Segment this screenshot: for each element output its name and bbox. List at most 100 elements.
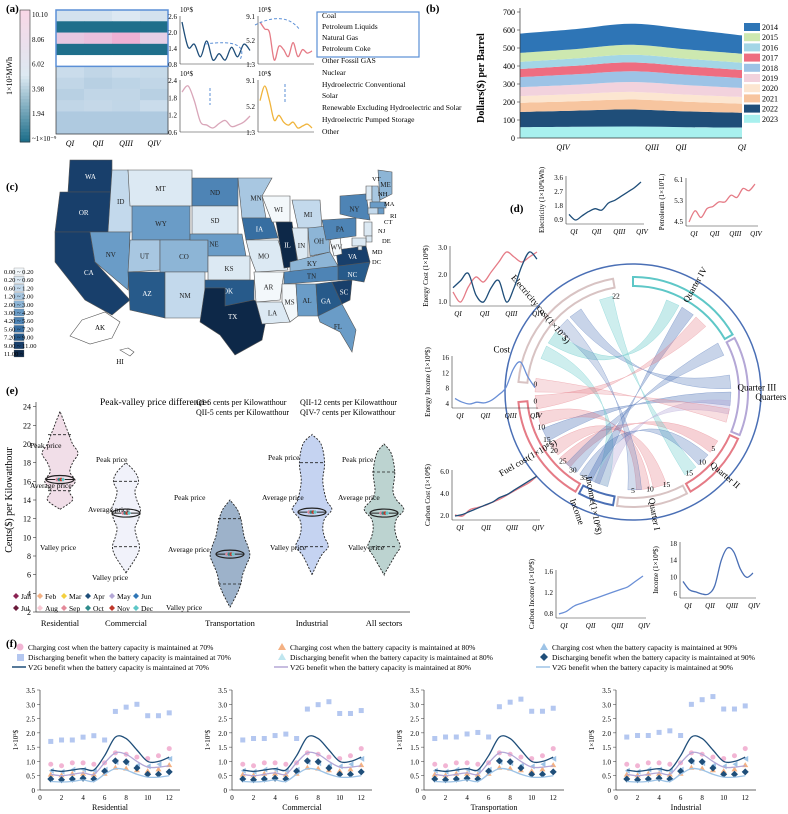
d-inset-xtick: QIV [748,602,760,610]
f-charge70 [635,763,641,769]
f-xtick: 12 [550,794,558,802]
f-discharge70 [102,737,108,743]
f-legend-label: Charging cost when the battery capacity … [290,643,475,652]
f-discharge70 [539,708,545,714]
map-legend-swatch [13,333,25,341]
heatmap-cell [140,21,169,33]
f-ytick: 0.5 [218,773,227,781]
f-discharge70 [645,733,651,738]
f-discharge90 [144,770,152,778]
colorbar-step [20,23,30,27]
colorbar-tick: 8.06 [32,36,45,44]
b-legend-swatch [744,53,760,62]
f-charge80 [431,771,438,777]
d-inset-ytick: 14 [670,557,678,565]
chord-tick: 30 [569,465,577,474]
heatmap-cell [140,10,169,22]
e-category: Transportation [205,618,255,628]
month-legend-marker [109,605,115,611]
state-HI [119,347,135,357]
chord-ribbon [547,299,680,361]
heatmap-row-label: Petroleum Coke [322,44,371,53]
f-discharge70 [304,706,310,712]
area-series-2021 [520,99,742,113]
b-xtick: QIV [556,143,570,152]
state-label-WY: WY [155,220,167,228]
d-inset-ytick: 2.0 [438,271,447,279]
d-inset-ytick: 2.0 [440,512,449,520]
area-series-2019 [520,82,742,97]
f-ytick: 0 [32,787,36,795]
f-discharge90 [346,770,354,778]
state-label-NC: NC [348,271,358,279]
colorbar-tick: 6.02 [32,61,45,69]
f-legend-label: Discharging benefit when the battery cap… [552,653,755,662]
f-charge80 [239,771,246,777]
e-ytick: 8 [27,552,31,561]
f-xtick: 4 [657,794,661,802]
f-discharge70 [635,733,641,738]
f-charge70 [326,754,332,760]
b-legend-swatch [744,43,760,52]
panel-d-label: (d) [510,203,524,215]
f-ytick: 3.5 [410,687,419,695]
d-inset-ytick: 1.2 [544,589,553,597]
f-charge80 [347,766,354,772]
month-legend-marker [13,605,19,611]
heatmap-cell [140,122,169,135]
state-TX [199,287,269,356]
f-ytick: 3.5 [602,687,611,695]
d-inset-xtick: QI [560,622,568,630]
colorbar-step [20,95,30,100]
f-charge70 [731,753,737,759]
state-label-TX: TX [228,313,237,321]
d-inset-xtick: QIV [532,524,544,532]
d-inset-ytick: 2.7 [554,188,563,196]
f-xtick: 0 [230,794,234,802]
f-charge90 [732,761,738,768]
d-inset-ytick: 4.5 [674,218,683,226]
f-discharge90 [357,768,365,776]
violin-annotation: Peak price [174,493,206,502]
b-xtick: QIII [645,143,659,152]
map-legend-label: 2.00 ~ 3.00 [4,302,34,309]
f-charge90 [156,761,162,768]
colorbar: 10.10 8.06 6.02 3.98 1.94 ~1×10⁻⁹ [19,9,57,143]
f-xtick: 10 [720,794,728,802]
state-label-AZ: AZ [142,290,151,298]
state-label-MI: MI [304,211,313,219]
heatmap-cell [112,32,141,45]
f-charge70 [464,760,470,766]
f-discharge70 [731,706,737,712]
month-legend-label: Nov [117,604,130,613]
f-charge70 [272,760,278,766]
violin-Commercial [111,461,141,574]
month-legend-label: Apr [93,592,105,601]
f-discharge70 [48,738,54,744]
state-label-DE: DE [382,238,391,245]
month-legend-marker [133,593,139,599]
inset-line [181,21,251,61]
month-legend-label: Jul [21,604,30,613]
state-label-NE: NE [209,240,218,248]
f-charge80 [144,768,151,774]
inset-line [181,85,251,129]
state-NV [89,231,131,291]
e-category: Commercial [105,618,148,628]
f-discharge70 [251,736,257,741]
f-v2g-line [50,751,170,777]
heatmap-cell [112,111,141,124]
f-discharge70 [699,697,705,703]
violin-annotation: Average price [168,545,210,554]
heatmap-cell [84,88,113,101]
state-label-HI: HI [116,358,124,366]
colorbar-step [20,102,30,107]
d-inset-xtick: QIII [729,230,742,238]
chord-ribbon [549,425,667,489]
f-legend-label: V2G benefit when the battery capacity is… [290,663,471,672]
f-legend-marker [278,653,286,660]
colorbar-step [20,122,30,126]
